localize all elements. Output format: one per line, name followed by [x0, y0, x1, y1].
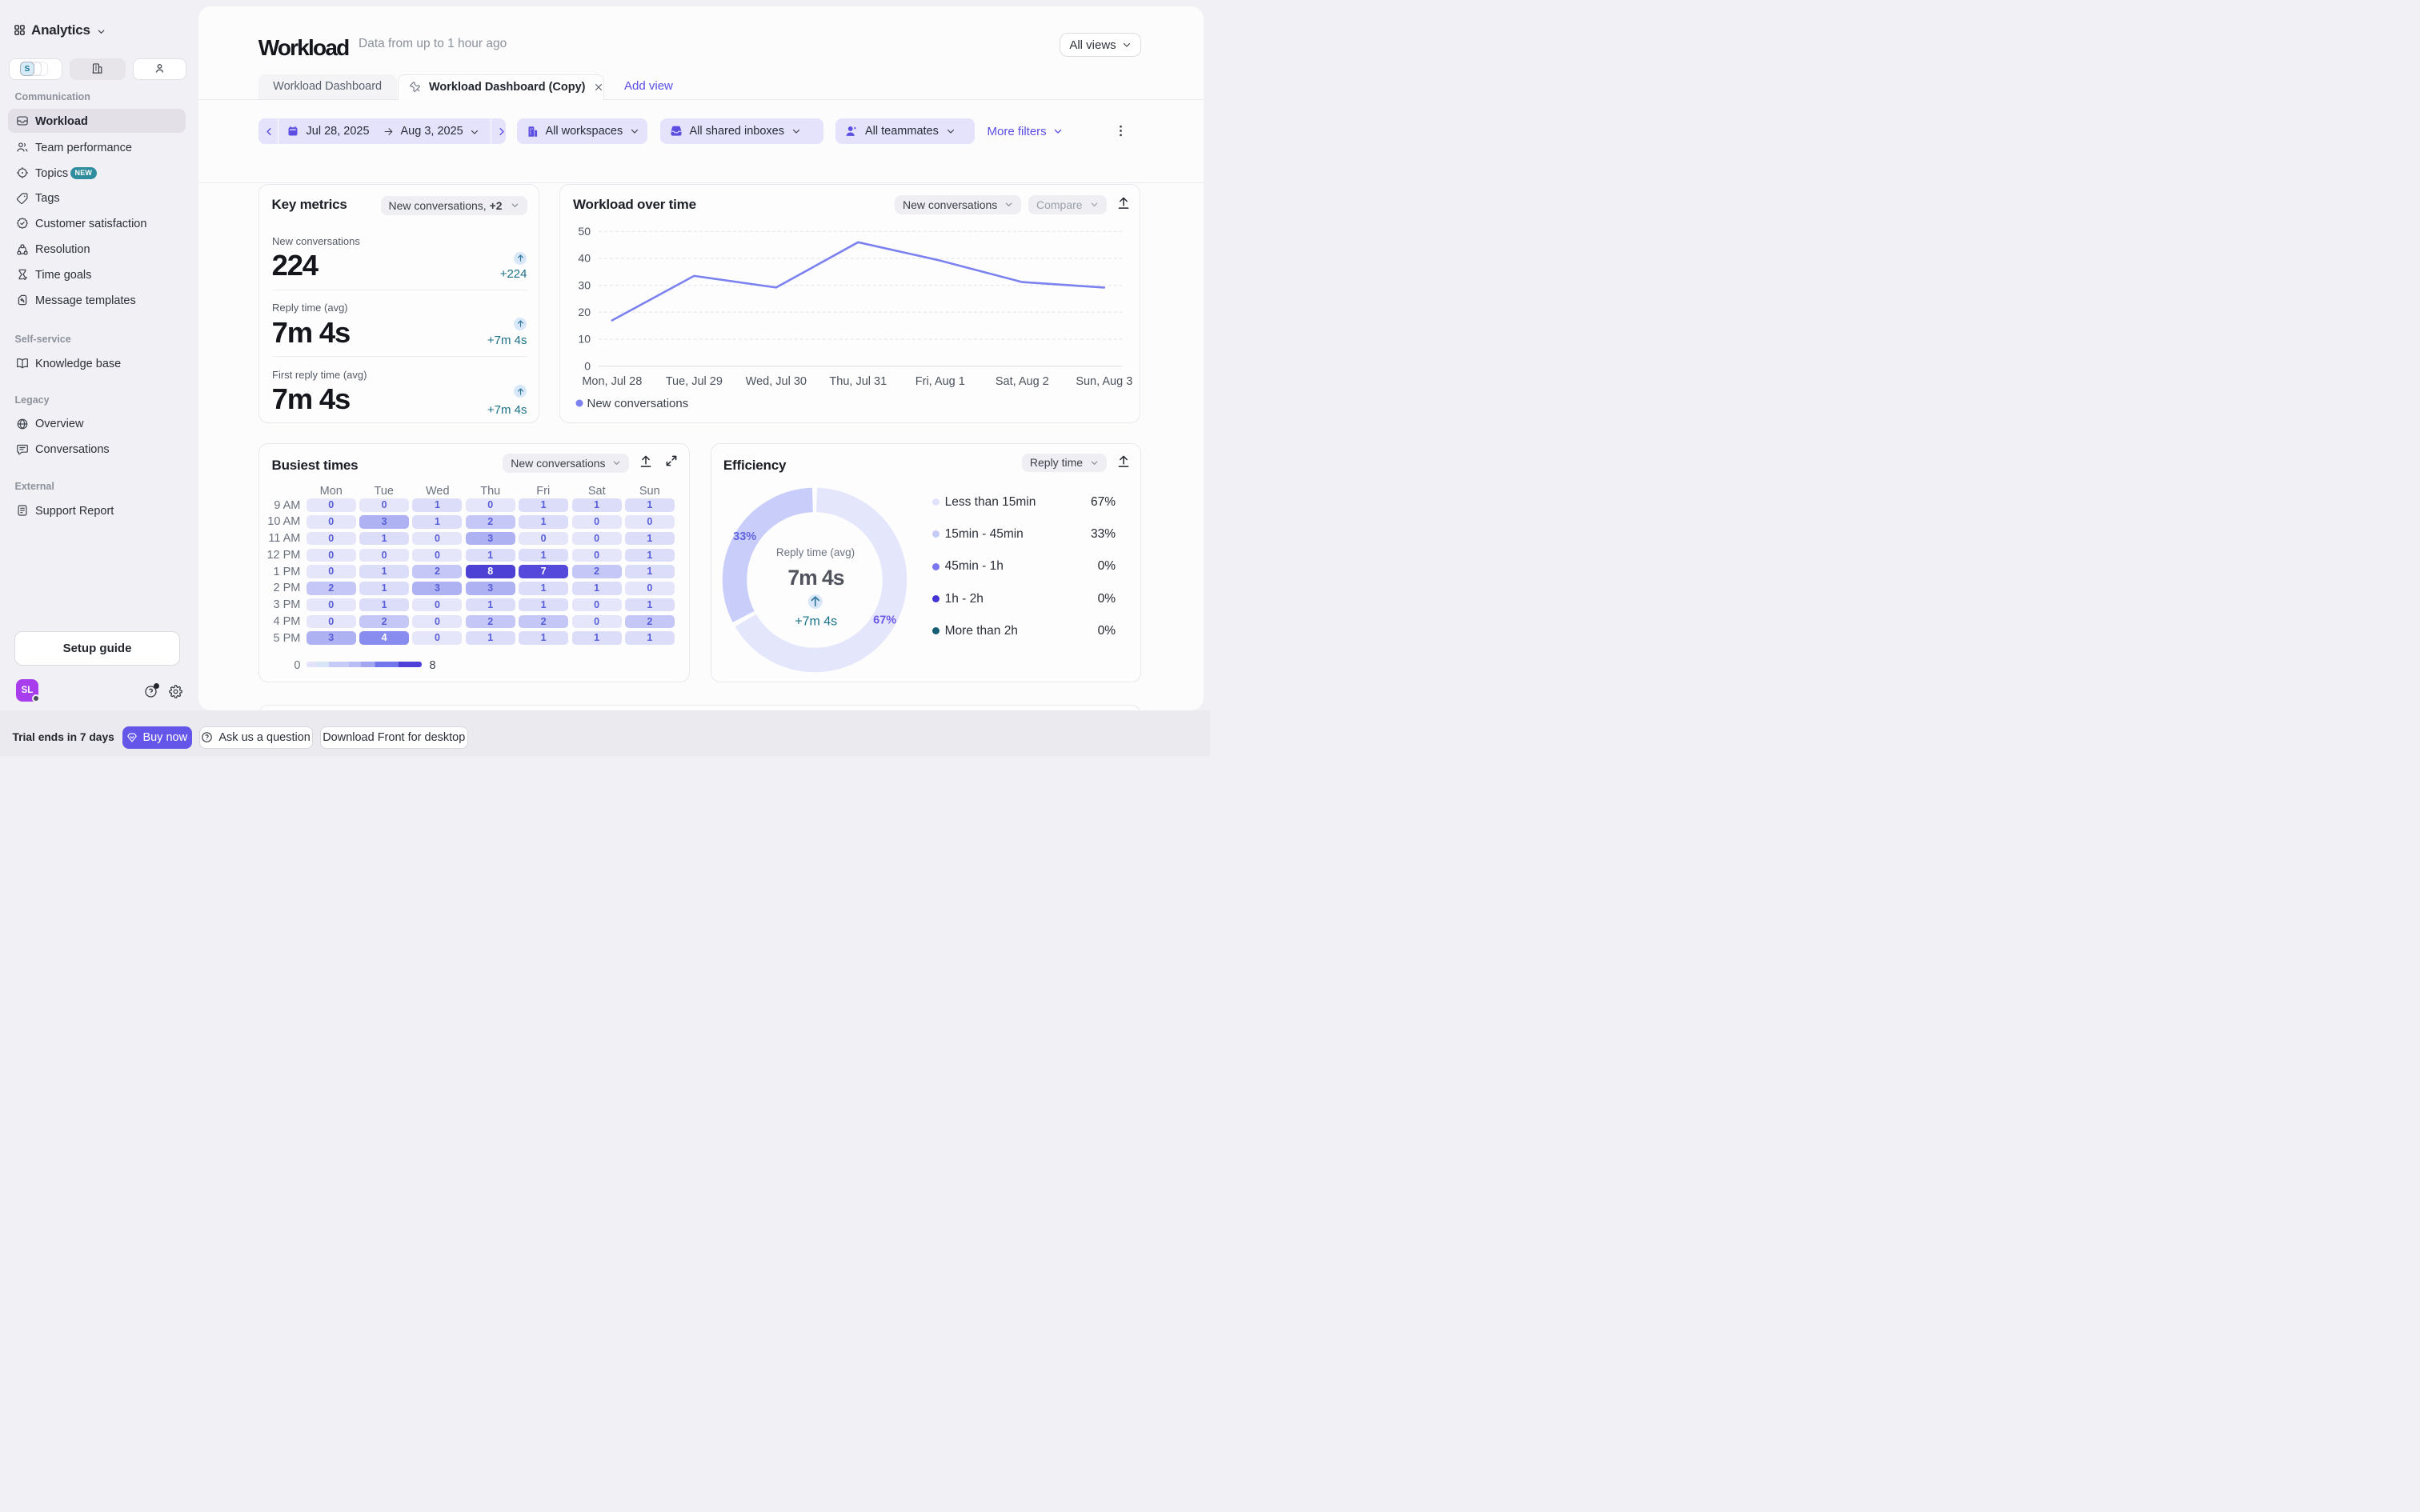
svg-text:67%: 67% — [873, 614, 896, 626]
svg-text:50: 50 — [578, 225, 591, 238]
svg-text:Tue, Jul 29: Tue, Jul 29 — [665, 375, 722, 388]
svg-text:10: 10 — [578, 333, 591, 346]
svg-text:+7m 4s: +7m 4s — [795, 614, 837, 628]
svg-text:Sat, Aug 2: Sat, Aug 2 — [996, 375, 1049, 388]
svg-text:New conversations: New conversations — [587, 397, 688, 410]
svg-text:7m 4s: 7m 4s — [787, 566, 843, 590]
svg-text:0: 0 — [584, 359, 591, 372]
svg-text:20: 20 — [578, 306, 591, 318]
svg-text:Thu, Jul 31: Thu, Jul 31 — [829, 375, 887, 388]
svg-text:30: 30 — [578, 278, 591, 291]
svg-text:40: 40 — [578, 252, 591, 265]
svg-text:33%: 33% — [733, 530, 756, 543]
svg-text:Fri, Aug 1: Fri, Aug 1 — [915, 375, 964, 388]
svg-text:Wed, Jul 30: Wed, Jul 30 — [745, 375, 806, 388]
svg-text:Mon, Jul 28: Mon, Jul 28 — [582, 375, 642, 388]
svg-text:Sun, Aug 3: Sun, Aug 3 — [1076, 375, 1132, 388]
svg-text:Reply time (avg): Reply time (avg) — [776, 546, 855, 558]
